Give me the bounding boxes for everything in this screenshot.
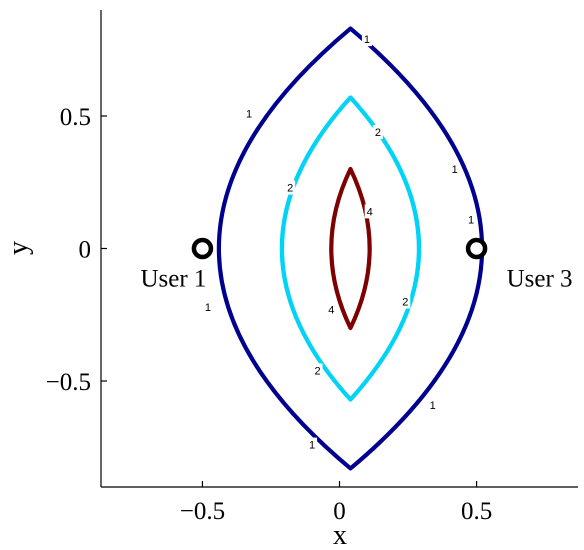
user-marker — [465, 237, 488, 260]
contour-label-bg — [427, 397, 438, 412]
y-tick-label: −0.5 — [46, 369, 91, 396]
contour-label-bg — [372, 124, 383, 139]
contour-label-4: 4 — [328, 304, 334, 316]
contour-label-2: 2 — [375, 127, 381, 139]
contour-lines — [216, 26, 484, 471]
contour-label-bg — [449, 162, 460, 176]
y-tick-label: 0.5 — [60, 104, 91, 131]
y-axis-label: y — [3, 241, 34, 255]
contour-label-bg — [244, 106, 255, 121]
contour-label-bg — [307, 437, 318, 452]
x-axis-label: x — [333, 520, 347, 550]
x-ticks: −0.5 0 0.5 — [180, 481, 492, 525]
y-ticks: −0.5 0 0.5 — [46, 104, 107, 396]
contour-level-1 — [216, 26, 484, 471]
contour-label-bg — [400, 294, 411, 309]
x-tick-label: 0 — [333, 498, 346, 525]
contour-label-1: 1 — [309, 440, 315, 452]
axes: −0.5 0 0.5 −0.5 0 0.5 — [46, 10, 578, 525]
contour-label-1: 1 — [246, 108, 252, 120]
contour-label-2: 2 — [287, 183, 293, 195]
contour-label-1: 1 — [205, 302, 211, 314]
contour-label-bg — [466, 212, 477, 227]
contour-label-1: 1 — [452, 164, 458, 176]
contour-label-2: 2 — [402, 297, 408, 309]
user-label: User 3 — [507, 266, 573, 293]
contour-label-1: 1 — [430, 400, 436, 412]
contour-label-bg — [364, 204, 375, 219]
x-tick-label: 0.5 — [461, 498, 492, 525]
contour-label-1: 1 — [364, 34, 370, 46]
user-label: User 1 — [140, 266, 206, 293]
contour-label-bg — [326, 302, 337, 317]
contour-labels: 1 1 1 1 1 1 1 2 2 2 2 4 4 — [202, 32, 477, 452]
contour-label-bg — [285, 180, 296, 195]
contour-label-bg — [312, 363, 323, 378]
contour-label-2: 2 — [315, 365, 321, 377]
y-tick-label: 0 — [79, 237, 92, 264]
contour-label-bg — [361, 32, 372, 47]
contour-level-2 — [279, 95, 422, 402]
contour-label-bg — [202, 299, 213, 314]
contour-label-4: 4 — [367, 206, 373, 218]
user-markers: User 1 User 3 — [140, 237, 573, 293]
contour-label-1: 1 — [468, 214, 474, 226]
x-tick-label: −0.5 — [180, 498, 225, 525]
contour-level-4 — [329, 166, 372, 331]
plot-area: 1 1 1 1 1 1 1 2 2 2 2 4 4 User 1 User 3 — [140, 26, 573, 471]
user-marker — [191, 237, 214, 260]
